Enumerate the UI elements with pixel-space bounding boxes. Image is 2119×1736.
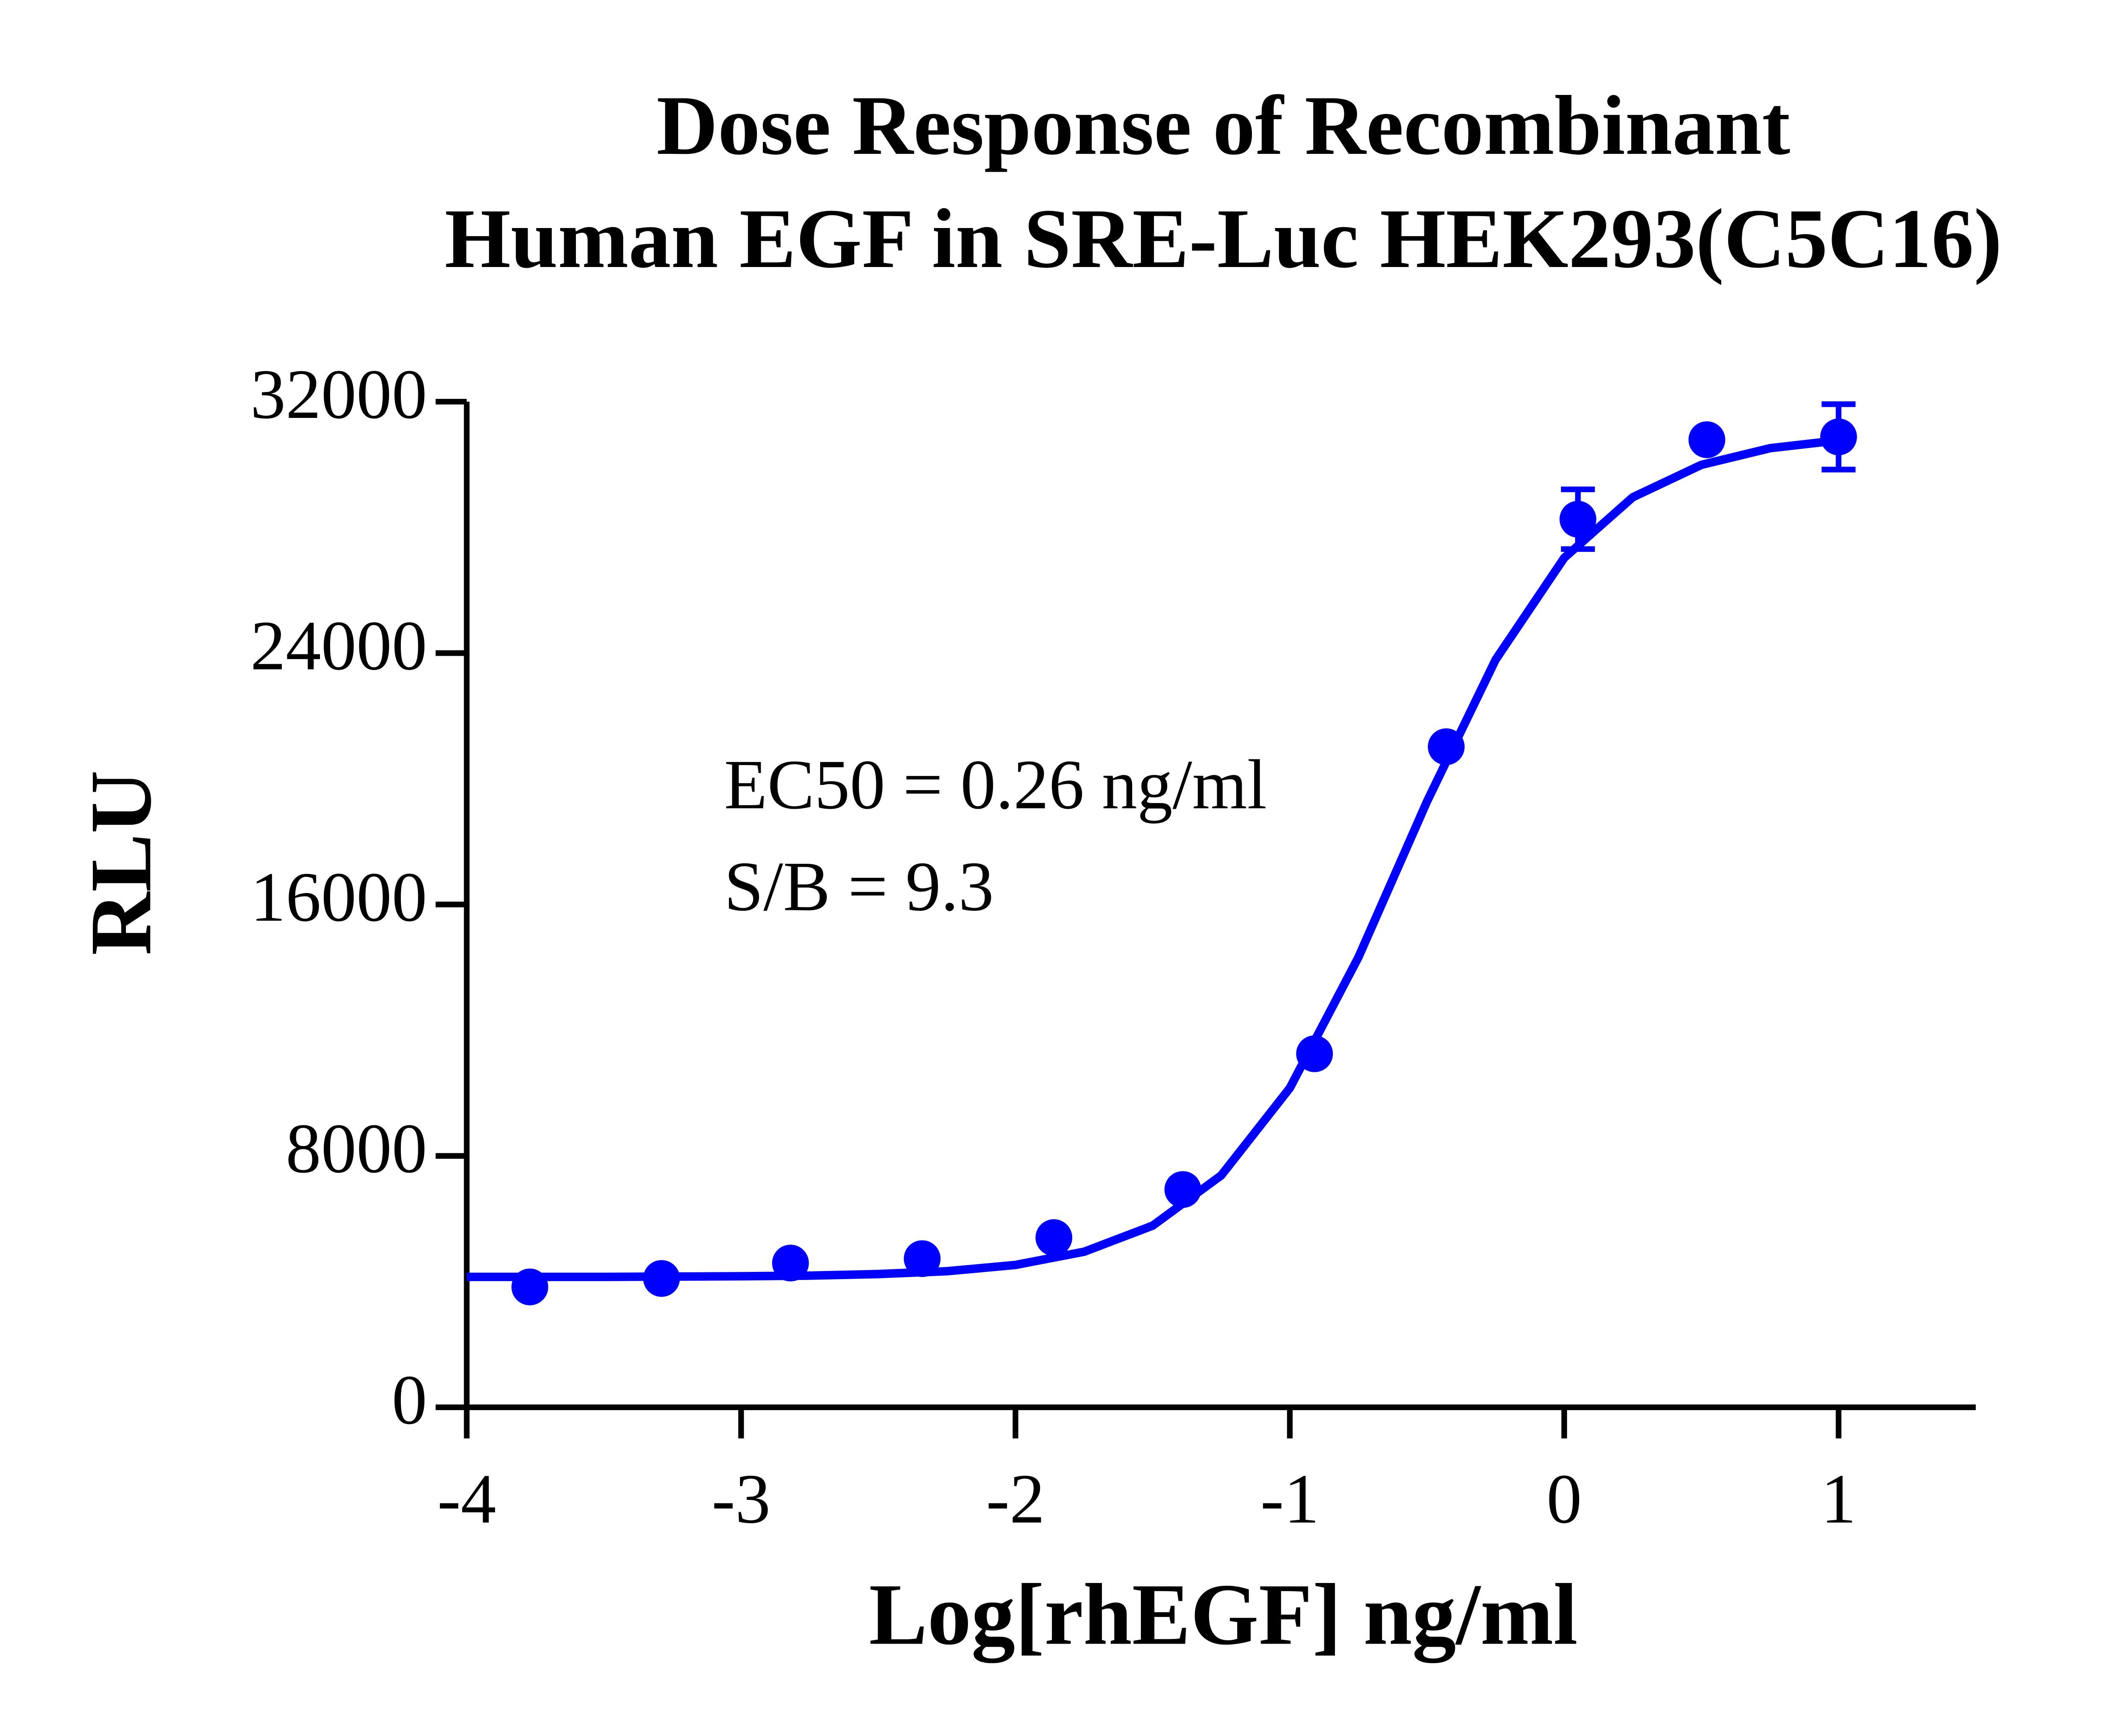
y-tick-label: 8000	[286, 1110, 427, 1188]
x-tick-label: 1	[1821, 1460, 1856, 1538]
x-tick-label: 0	[1546, 1460, 1582, 1538]
x-tick-label: -1	[1260, 1460, 1319, 1538]
annotation: S/B = 9.3	[724, 847, 994, 926]
data-point	[904, 1240, 941, 1277]
data-point	[1820, 418, 1857, 456]
y-tick-label: 32000	[250, 355, 427, 434]
data-point	[1688, 421, 1725, 458]
annotation: EC50 = 0.26 ng/ml	[724, 746, 1267, 824]
chart-title: Human EGF in SRE-Luc HEK293(C5C16)	[445, 192, 2002, 286]
data-point	[1296, 1035, 1333, 1072]
data-point	[643, 1260, 680, 1297]
data-point	[1428, 728, 1465, 765]
x-tick-label: -4	[437, 1460, 496, 1538]
data-point	[1164, 1171, 1201, 1208]
x-tick-label: -3	[712, 1460, 770, 1538]
y-tick-label: 16000	[250, 858, 427, 936]
data-point	[772, 1244, 809, 1282]
x-axis-label: Log[rhEGF] ng/ml	[869, 1566, 1577, 1664]
fit-curve	[467, 436, 1839, 1281]
data-point	[511, 1269, 548, 1305]
y-tick-label: 24000	[250, 606, 427, 685]
x-tick-label: -2	[986, 1460, 1045, 1538]
data-point	[1035, 1219, 1073, 1256]
y-tick-label: 0	[392, 1361, 427, 1439]
y-axis-label: RLU	[72, 770, 170, 955]
data-point	[1559, 501, 1596, 538]
chart-title: Dose Response of Recombinant	[656, 79, 1790, 172]
